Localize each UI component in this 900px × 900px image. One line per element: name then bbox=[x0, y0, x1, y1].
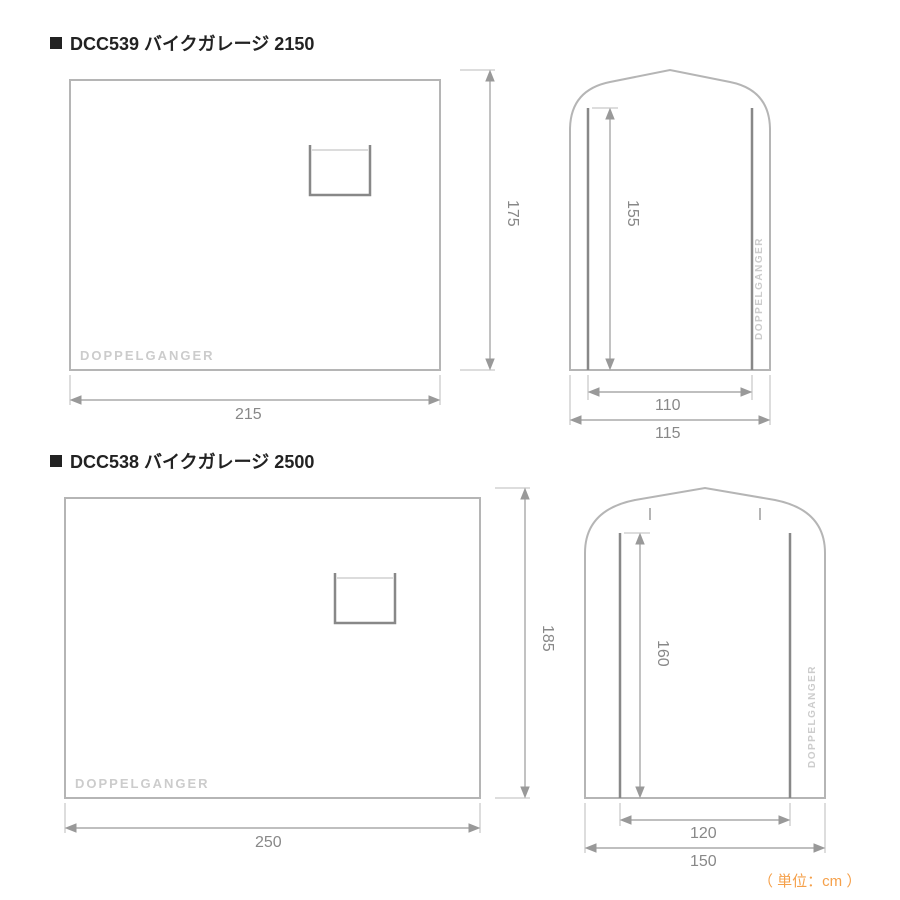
product1-door-height-dim bbox=[592, 108, 618, 368]
brand-text-front2: DOPPELGANGER bbox=[807, 665, 818, 768]
product2-title: DCC538 バイクガレージ 2500 bbox=[50, 448, 314, 474]
p2-door-height-label: 160 bbox=[653, 640, 671, 667]
brand-text-front1: DOPPELGANGER bbox=[754, 237, 765, 340]
brand-text-side1: DOPPELGANGER bbox=[80, 348, 215, 363]
brand-text-side2: DOPPELGANGER bbox=[75, 776, 210, 791]
p1-door-height-label: 155 bbox=[623, 200, 641, 227]
product1-diagram: DOPPELGANGER DOPPELGANGER bbox=[40, 60, 870, 440]
bullet-icon bbox=[50, 455, 62, 467]
product2-side-view: DOPPELGANGER bbox=[65, 498, 480, 798]
product1-title: DCC539 バイクガレージ 2150 bbox=[50, 30, 314, 56]
p1-front-width-label: 115 bbox=[655, 425, 681, 443]
product2-front-view: DOPPELGANGER bbox=[585, 488, 825, 798]
p1-door-width-label: 110 bbox=[655, 397, 681, 415]
p2-front-width-label: 150 bbox=[690, 853, 717, 871]
product1-title-text: DCC539 バイクガレージ 2150 bbox=[70, 34, 314, 54]
product2-title-text: DCC538 バイクガレージ 2500 bbox=[70, 452, 314, 472]
product1-side-view: DOPPELGANGER bbox=[70, 80, 440, 370]
p2-door-width-label: 120 bbox=[690, 825, 717, 843]
product1-height-dim bbox=[460, 70, 495, 370]
product2-height-dim bbox=[495, 488, 530, 798]
product2-diagram: DOPPELGANGER DOPPELGANGER bbox=[40, 478, 870, 878]
product1-side-width-dim bbox=[70, 375, 440, 405]
p1-height-label: 175 bbox=[503, 200, 521, 227]
p2-height-label: 185 bbox=[538, 625, 556, 652]
product2-side-width-dim bbox=[65, 803, 480, 833]
product2-door-width-dim bbox=[620, 803, 790, 826]
p1-side-width-label: 215 bbox=[235, 406, 262, 424]
product1-front-view: DOPPELGANGER bbox=[570, 70, 770, 370]
product2-door-height-dim bbox=[624, 533, 650, 796]
bullet-icon bbox=[50, 37, 62, 49]
units-label: （ 単位：cm ） bbox=[758, 870, 861, 891]
p2-side-width-label: 250 bbox=[255, 834, 282, 852]
